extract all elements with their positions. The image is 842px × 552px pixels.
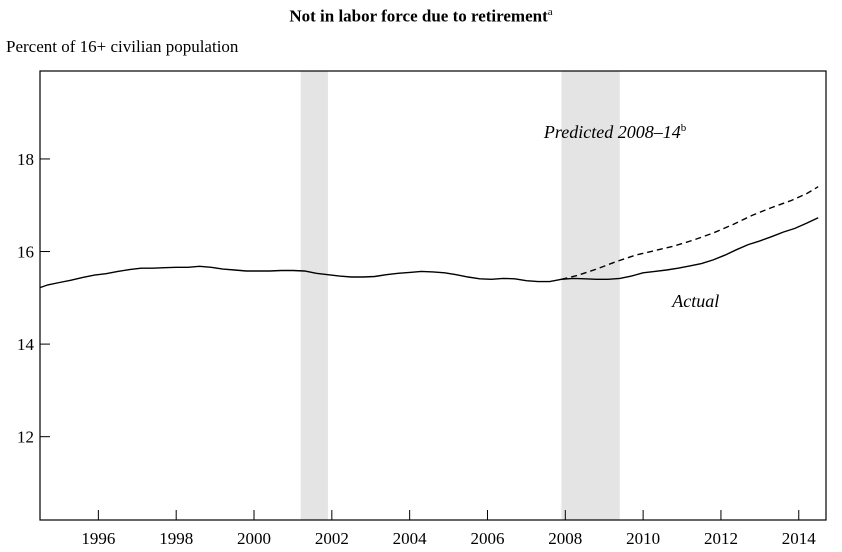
predicted-series-line (561, 186, 819, 280)
x-tick-label: 2002 (315, 529, 349, 548)
x-tick-label: 2010 (626, 529, 660, 548)
x-tick-label: 1996 (81, 529, 115, 548)
x-tick-label: 2014 (782, 529, 817, 548)
plot-frame (39, 70, 827, 521)
recession-band (300, 71, 328, 520)
actual-series-line (39, 217, 819, 289)
x-tick-label: 2000 (237, 529, 271, 548)
predicted-label-footnote: b (681, 122, 687, 134)
y-tick-label: 16 (17, 243, 34, 262)
y-tick-label: 12 (17, 428, 34, 447)
x-tick-label: 2012 (704, 529, 738, 548)
chart-title-footnote: a (547, 6, 553, 18)
x-tick-label: 1998 (159, 529, 193, 548)
tick-layer: 12 14 16 18 1996 1998 2000 2002 2004 2006 2008 2010… (17, 150, 816, 548)
x-tick-label: 2004 (393, 529, 428, 548)
y-tick-label: 14 (17, 335, 35, 354)
y-tick-label: 18 (17, 150, 34, 169)
x-tick-label: 2008 (548, 529, 582, 548)
y-axis-label: Percent of 16+ civilian population (6, 37, 239, 56)
predicted-label: Predicted 2008–14b (543, 122, 687, 142)
chart-title: Not in labor force due to retirementa (0, 6, 842, 27)
recession-shading-layer (300, 71, 620, 520)
annotation-layer: Predicted 2008–14b Actual (543, 122, 719, 311)
actual-label: Actual (671, 291, 719, 311)
chart-title-text: Not in labor force due to retirement (289, 6, 548, 26)
series-layer (39, 186, 819, 289)
x-tick-label: 2006 (470, 529, 504, 548)
recession-band (561, 71, 620, 520)
